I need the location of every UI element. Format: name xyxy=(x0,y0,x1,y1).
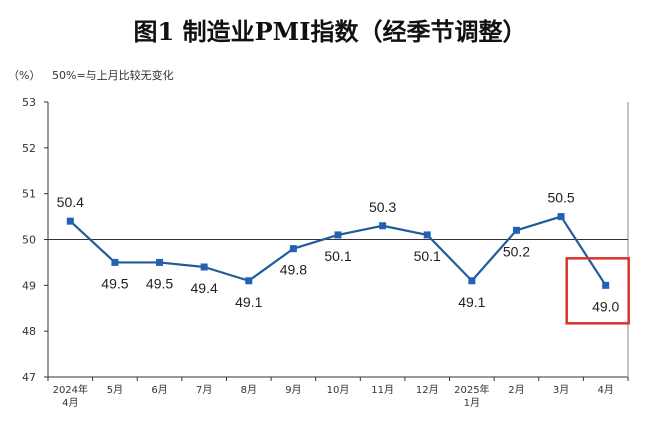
y-tick-label: 53 xyxy=(22,96,36,109)
x-tick-label: 4月 xyxy=(598,384,614,396)
x-tick-label: 3月 xyxy=(553,384,569,396)
y-tick-label: 52 xyxy=(22,142,36,155)
data-point-marker xyxy=(156,258,164,266)
data-point-marker xyxy=(423,231,431,239)
data-value-label: 50.3 xyxy=(369,199,396,215)
data-point-marker xyxy=(602,281,610,289)
x-tick-label: 2024年 xyxy=(53,383,88,396)
data-value-label: 49.0 xyxy=(592,298,619,314)
data-point-marker xyxy=(289,245,297,253)
data-point-marker xyxy=(379,222,387,230)
data-value-label: 49.5 xyxy=(101,275,128,291)
highlight-box xyxy=(565,257,630,325)
x-tick-label: 7月 xyxy=(196,384,212,396)
data-point-marker xyxy=(200,263,208,271)
y-tick-label: 51 xyxy=(22,188,36,201)
data-value-label: 50.2 xyxy=(503,243,530,259)
reference-note: 50%=与上月比较无变化 xyxy=(52,68,174,82)
data-value-label: 49.1 xyxy=(235,294,262,310)
y-tick-label: 47 xyxy=(22,371,36,384)
data-value-label: 49.8 xyxy=(280,262,307,278)
data-point-marker xyxy=(468,277,476,285)
data-value-label: 50.5 xyxy=(547,190,574,206)
data-point-marker xyxy=(334,231,342,239)
data-value-label: 50.1 xyxy=(324,248,351,264)
data-value-label: 49.5 xyxy=(146,275,173,291)
x-tick-label: 11月 xyxy=(371,384,394,396)
x-tick-label: 2025年 xyxy=(454,383,489,396)
data-value-label: 49.4 xyxy=(191,280,218,296)
data-value-label: 50.4 xyxy=(57,194,84,210)
x-tick-label: 6月 xyxy=(151,384,167,396)
data-value-label: 49.1 xyxy=(458,294,485,310)
data-point-marker xyxy=(66,217,74,225)
y-tick-label: 48 xyxy=(22,325,36,338)
x-tick-label: 10月 xyxy=(327,384,350,396)
data-value-label: 50.1 xyxy=(414,248,441,264)
data-point-marker xyxy=(557,213,565,221)
data-point-marker xyxy=(245,277,253,285)
x-tick-label: 4月 xyxy=(62,397,78,409)
data-point-marker xyxy=(111,258,119,266)
y-tick-label: 49 xyxy=(22,279,36,292)
data-point-marker xyxy=(512,226,520,234)
y-tick-label: 50 xyxy=(22,234,36,247)
chart-title: 图1 制造业PMI指数（经季节调整） xyxy=(134,17,527,46)
y-axis-unit: （%） xyxy=(8,69,40,82)
x-tick-label: 9月 xyxy=(285,384,301,396)
x-tick-label: 1月 xyxy=(464,397,480,409)
x-tick-label: 5月 xyxy=(107,384,123,396)
x-tick-label: 12月 xyxy=(416,384,439,396)
x-tick-label: 8月 xyxy=(241,384,257,396)
x-tick-label: 2月 xyxy=(508,384,524,396)
